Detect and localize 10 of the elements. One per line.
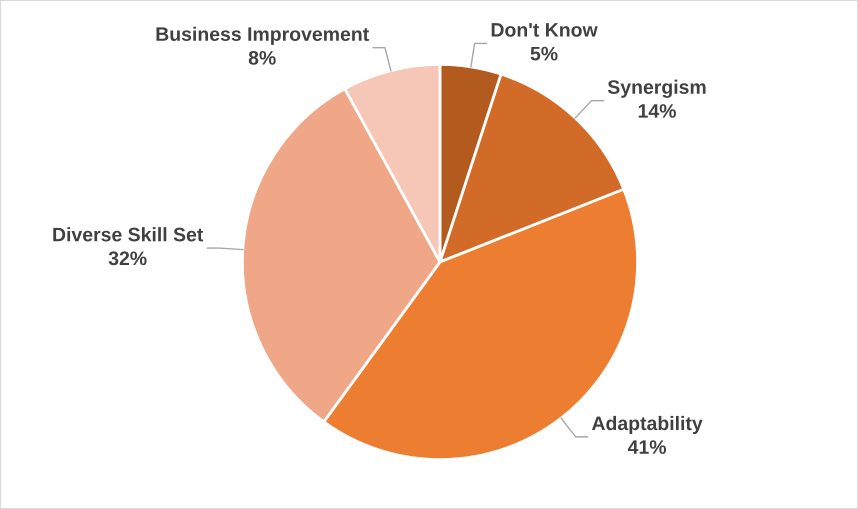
slice-label: Adaptability — [592, 416, 703, 434]
slice-label: Business Improvement — [156, 26, 369, 45]
data-label: 41% — [628, 440, 666, 454]
data-label: 14% — [638, 104, 676, 118]
slice-label: Don't Know — [492, 23, 598, 37]
data-label: 5% — [530, 46, 558, 61]
slice-label: Diverse Skill Set — [53, 227, 204, 242]
data-label: 8% — [248, 50, 276, 65]
slice-label: Synergism — [608, 80, 706, 98]
data-label: 32% — [108, 251, 147, 266]
